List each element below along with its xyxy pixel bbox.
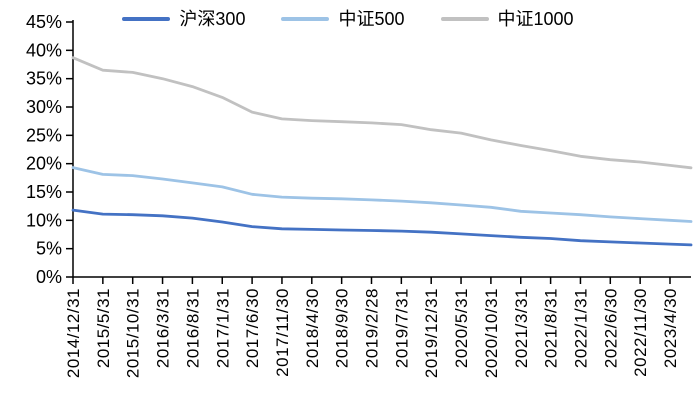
chart-legend: 沪深300 中证500 中证1000	[0, 10, 696, 28]
x-axis-label: 2022/6/30	[601, 288, 620, 368]
series-line-0	[71, 208, 693, 247]
x-axis-label: 2015/10/31	[124, 288, 143, 378]
y-axis-label: 30%	[26, 97, 62, 117]
legend-label-csi500: 中证500	[338, 9, 405, 29]
legend-item-csi1000: 中证1000	[440, 9, 574, 29]
x-axis-label: 2016/3/31	[154, 288, 173, 368]
x-axis-label: 2015/5/31	[94, 288, 113, 368]
y-axis-label: 15%	[26, 182, 62, 202]
legend-line-swatch-csi1000	[440, 17, 489, 21]
x-axis-label: 2018/9/30	[333, 288, 352, 368]
x-axis-label: 2019/12/31	[422, 288, 441, 378]
y-axis-label: 0%	[36, 267, 62, 287]
legend-item-csi500: 中证500	[281, 9, 405, 29]
y-axis-label: 10%	[26, 210, 62, 230]
x-axis-label: 2017/6/30	[243, 288, 262, 368]
x-axis-label: 2017/1/31	[213, 288, 232, 368]
series-line-1	[71, 166, 693, 223]
x-axis-label: 2016/8/31	[183, 288, 202, 368]
x-axis-label: 2020/5/31	[452, 288, 471, 368]
legend-line-swatch-csi300	[122, 17, 171, 21]
x-axis-label: 2014/12/31	[64, 288, 83, 378]
x-axis-label: 2019/7/31	[392, 288, 411, 368]
y-axis-label: 40%	[26, 40, 62, 60]
legend-line-swatch-csi500	[281, 17, 330, 21]
x-axis-label: 2021/3/31	[512, 288, 531, 368]
y-axis-label: 35%	[26, 69, 62, 89]
x-axis-label: 2022/1/31	[571, 288, 590, 368]
legend-label-csi1000: 中证1000	[497, 9, 574, 29]
legend-item-csi300: 沪深300	[122, 10, 245, 28]
y-axis-label: 20%	[26, 154, 62, 174]
y-axis-label: 5%	[36, 239, 62, 259]
series-line-2	[71, 56, 693, 170]
x-axis-label: 2023/4/30	[661, 288, 680, 368]
y-axis-label: 25%	[26, 125, 62, 145]
x-axis-label: 2018/4/30	[303, 288, 322, 368]
x-axis-label: 2021/8/31	[542, 288, 561, 368]
x-axis-label: 2022/11/30	[631, 288, 650, 377]
y-axis-label: 45%	[26, 12, 62, 32]
x-axis-label: 2020/10/31	[482, 288, 501, 378]
x-axis-label: 2019/2/28	[363, 288, 382, 368]
legend-label-csi300: 沪深300	[179, 9, 246, 29]
x-axis-label: 2017/11/30	[273, 288, 292, 377]
